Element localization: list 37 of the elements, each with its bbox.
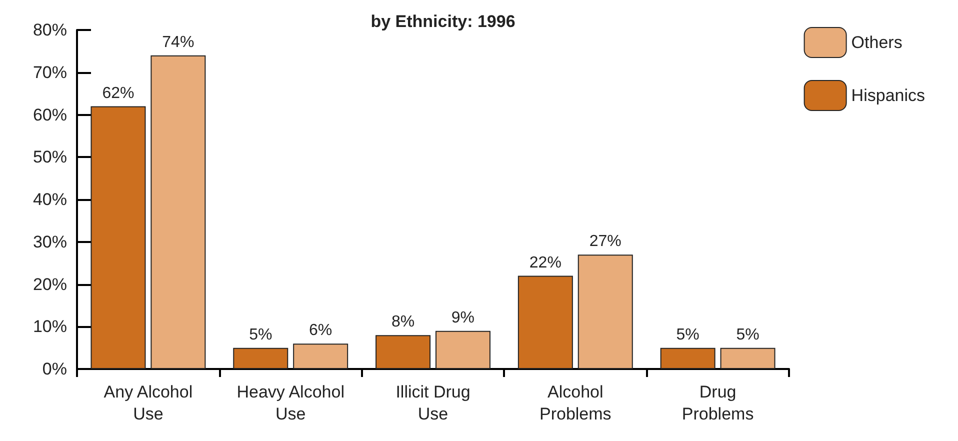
bar	[660, 348, 716, 369]
data-label: 5%	[249, 326, 272, 344]
y-tick-label: 10%	[32, 317, 67, 336]
x-tick-label: Alcohol Problems	[539, 382, 612, 424]
y-tick-label: 0%	[42, 360, 67, 378]
y-tick-label: 20%	[32, 274, 67, 294]
chart-title: by Ethnicity: 1996	[370, 12, 516, 31]
x-tick-label: Illicit Drug Use	[396, 382, 470, 424]
x-tick-label: Any Alcohol Use	[104, 382, 193, 424]
data-label: 27%	[589, 233, 622, 250]
legend-label: Hispanics	[851, 86, 926, 105]
y-tick-label: 70%	[32, 62, 67, 82]
data-label: 5%	[736, 326, 760, 344]
y-tick-label: 50%	[32, 148, 67, 167]
bar	[435, 330, 490, 369]
x-tick-label: Drug Problems	[682, 382, 754, 424]
bar	[233, 348, 288, 369]
bar	[293, 344, 348, 369]
data-label: 62%	[102, 84, 134, 102]
y-tick-label: 60%	[32, 105, 67, 124]
bar	[720, 348, 776, 369]
bar	[518, 276, 573, 369]
data-label: 8%	[391, 314, 415, 331]
data-label: 22%	[529, 254, 562, 272]
y-tick-label: 80%	[32, 20, 67, 40]
x-tick-label: Heavy Alcohol Use	[236, 382, 344, 424]
data-label: 9%	[451, 309, 475, 326]
legend-label: Others	[851, 33, 902, 52]
data-label: 6%	[309, 322, 332, 340]
bar	[578, 254, 633, 369]
bar	[150, 55, 206, 369]
bar	[90, 106, 146, 369]
data-label: 74%	[162, 34, 194, 51]
y-tick-label: 40%	[32, 190, 67, 209]
data-label: 5%	[676, 326, 700, 344]
bar	[376, 335, 431, 369]
y-tick-label: 30%	[32, 232, 67, 252]
